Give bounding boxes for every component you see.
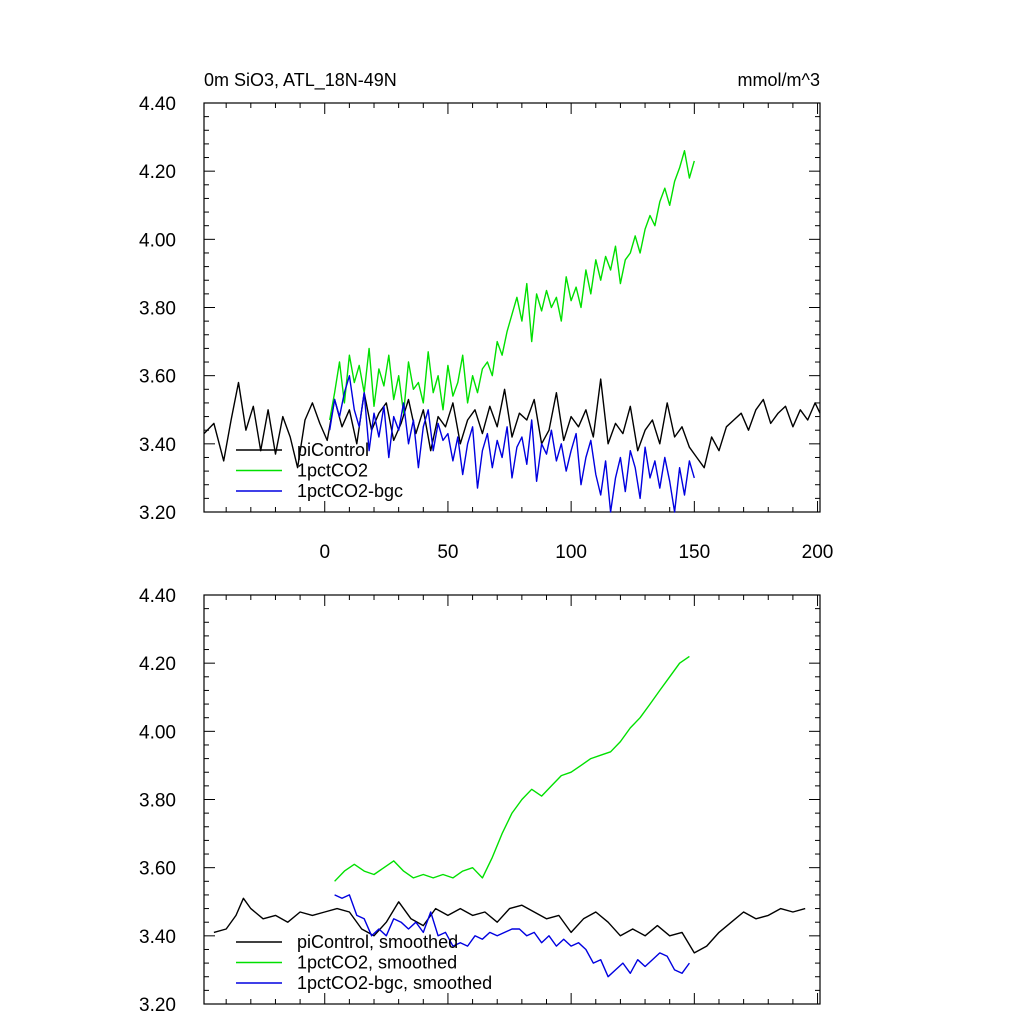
legend-label: 1pctCO2, smoothed bbox=[297, 953, 457, 973]
x-tick-label: 100 bbox=[555, 542, 587, 563]
series-line-picontrol-smoothed bbox=[213, 897, 806, 954]
series-line-1pctco2-bgc bbox=[329, 375, 695, 513]
y-tick-label: 4.20 bbox=[139, 162, 176, 183]
y-tick-label: 4.40 bbox=[139, 94, 176, 115]
legend-label: piControl bbox=[297, 440, 369, 460]
legend-label: 1pctCO2-bgc bbox=[297, 481, 403, 501]
x-tick-label: 0 bbox=[319, 542, 330, 563]
y-tick-label: 3.20 bbox=[139, 995, 176, 1016]
y-tick-label: 3.40 bbox=[139, 927, 176, 948]
series-line-1pctco2-bgc-smoothed bbox=[334, 894, 690, 978]
y-tick-label: 4.20 bbox=[139, 654, 176, 675]
x-tick-label: 200 bbox=[802, 542, 834, 563]
x-tick-label: 50 bbox=[437, 542, 458, 563]
legend-label: 1pctCO2-bgc, smoothed bbox=[297, 973, 492, 993]
bottom-panel-smoothed: 3.20 3.40 3.60 3.80 4.00 4.20 4.40 piControl, s… bbox=[139, 586, 821, 1016]
y-tick-label: 3.60 bbox=[139, 367, 176, 388]
x-tick-label: 150 bbox=[678, 542, 710, 563]
legend-label: piControl, smoothed bbox=[297, 932, 458, 952]
y-tick-label: 3.20 bbox=[139, 503, 176, 524]
top-panel-raw: 3.20 3.40 3.60 3.80 4.00 4.20 4.40 0 50 100 150 200… bbox=[139, 94, 833, 563]
y-tick-label: 4.00 bbox=[139, 230, 176, 251]
units-label: mmol/m^3 bbox=[738, 70, 820, 90]
series-line-1pctco2-smoothed bbox=[334, 655, 690, 882]
y-tick-label: 4.00 bbox=[139, 722, 176, 743]
y-tick-label: 3.80 bbox=[139, 299, 176, 320]
y-tick-label: 4.40 bbox=[139, 586, 176, 607]
series-line-picontrol bbox=[203, 378, 821, 469]
y-tick-label: 3.80 bbox=[139, 791, 176, 812]
legend-label: 1pctCO2 bbox=[297, 461, 368, 481]
plot-title: 0m SiO3, ATL_18N-49N bbox=[204, 70, 397, 91]
y-tick-label: 3.40 bbox=[139, 435, 176, 456]
y-tick-label: 3.60 bbox=[139, 859, 176, 880]
series-line-1pctco2 bbox=[329, 149, 695, 421]
